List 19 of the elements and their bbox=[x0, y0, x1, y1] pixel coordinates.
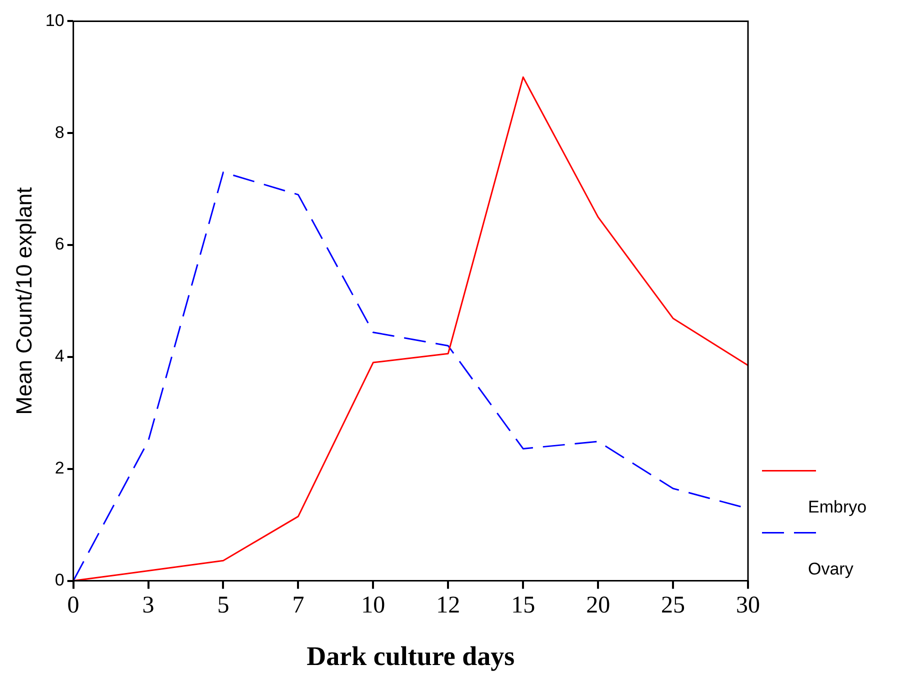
y-tick-label: 4 bbox=[54, 346, 64, 366]
x-tick-label: 30 bbox=[736, 592, 760, 618]
y-tick-label: 8 bbox=[54, 122, 64, 142]
x-tick-label: 12 bbox=[436, 592, 460, 618]
x-axis-title: Dark culture days bbox=[306, 640, 515, 671]
y-axis-title: Mean Count/10 explant bbox=[11, 187, 36, 415]
y-tick-label: 0 bbox=[54, 570, 64, 590]
x-tick-label: 20 bbox=[586, 592, 610, 618]
x-tick-label: 15 bbox=[511, 592, 536, 618]
y-tick-label: 10 bbox=[45, 10, 64, 30]
x-tick-label: 7 bbox=[292, 592, 304, 618]
text: Embryo bbox=[808, 497, 867, 516]
x-tick-label: 25 bbox=[661, 592, 686, 618]
y-tick-label: 6 bbox=[54, 234, 64, 254]
y-tick-label: 2 bbox=[54, 458, 64, 478]
x-tick-label: 10 bbox=[361, 592, 386, 618]
x-tick-label: 5 bbox=[217, 592, 230, 618]
text: Ovary bbox=[808, 559, 854, 578]
x-tick-label: 3 bbox=[142, 592, 154, 618]
